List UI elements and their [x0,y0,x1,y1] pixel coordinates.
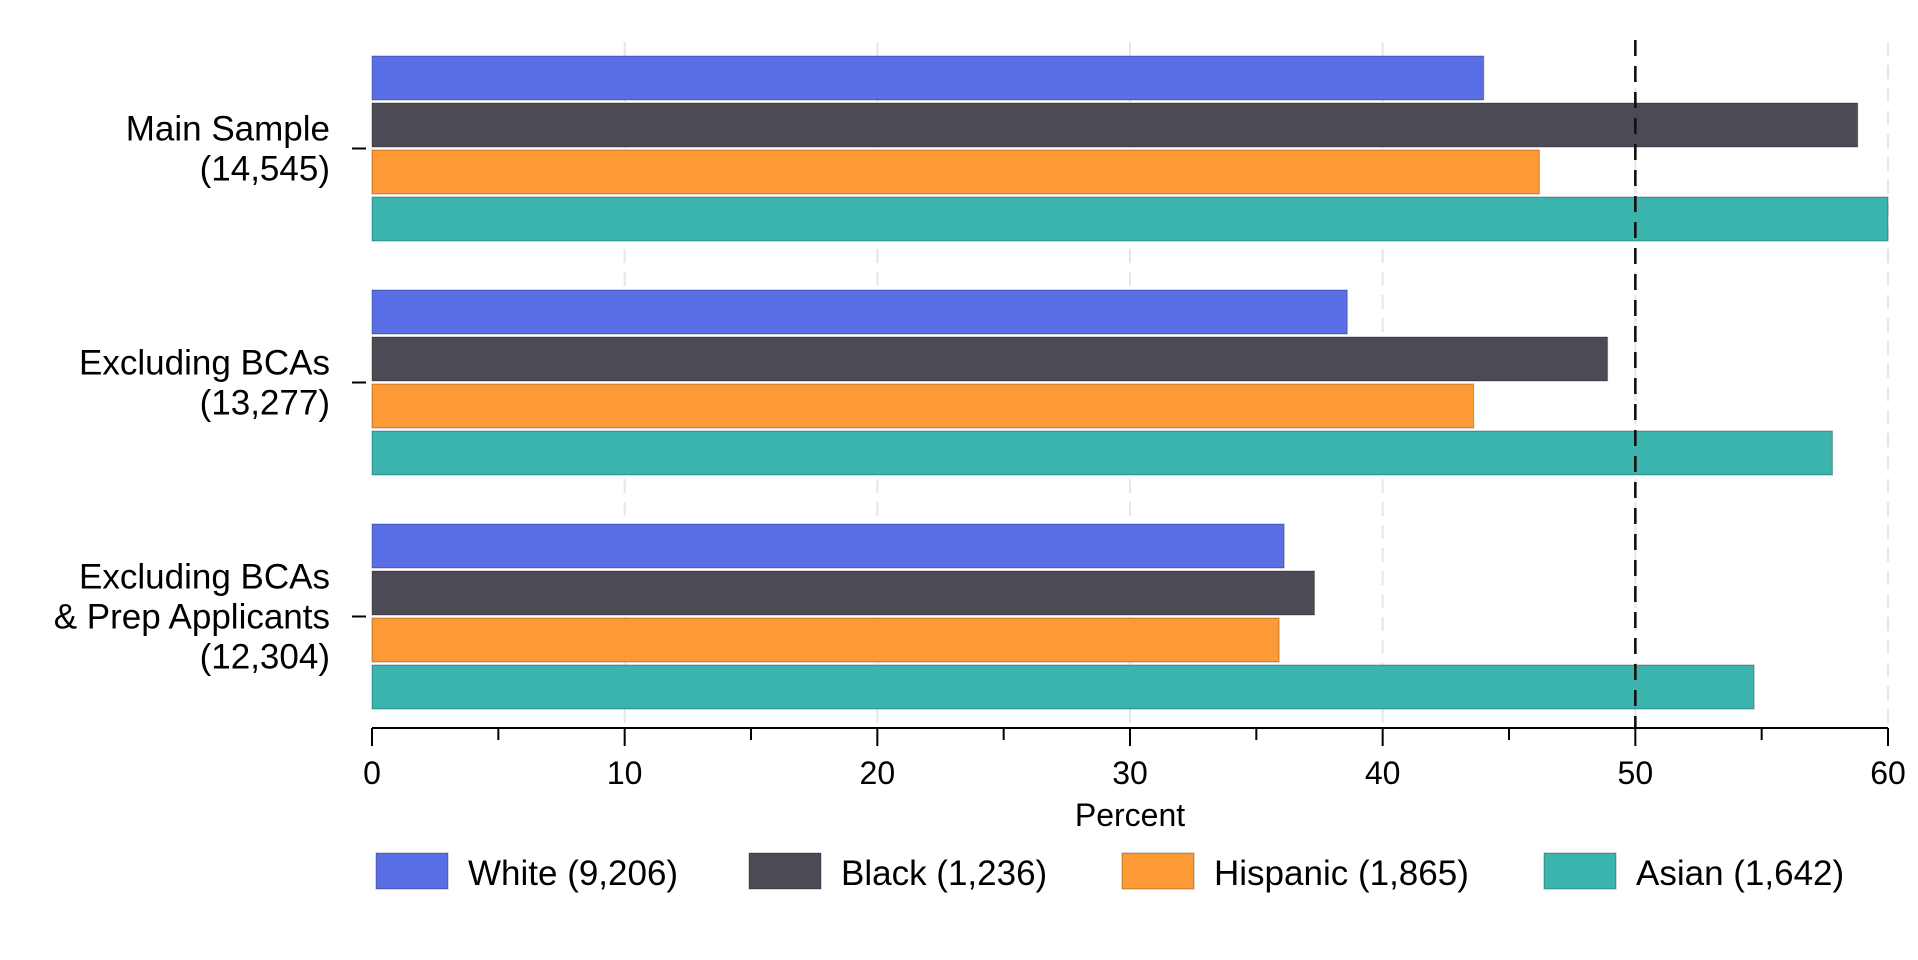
bar-3-3 [371,617,1280,663]
tick-label-30: 30 [1112,755,1148,791]
category-label-3-3: (12,304) [200,638,330,677]
x-axis: 0 10 20 30 40 50 60 [363,727,1906,791]
bar-2-3 [371,570,1316,616]
category-labels: Main Sample(14,545)Excluding BCAs(13,277… [54,110,366,677]
category-label-2-1: Excluding BCAs [79,344,330,383]
bar-2-2 [371,336,1609,382]
bar-4-3 [371,664,1755,710]
bar-4-1 [371,196,1889,242]
category-label-1-2: (14,545) [200,150,330,189]
tick-label-10: 10 [607,755,643,791]
tick-label-20: 20 [860,755,896,791]
legend-swatch-3 [1121,852,1195,890]
bar-4-2 [371,430,1834,476]
legend-label-1: White (9,206) [468,854,678,893]
legend-label-2: Black (1,236) [841,854,1047,893]
bar-1-2 [371,289,1348,335]
legend: White (9,206) Black (1,236) Hispanic (1,86… [375,852,1844,893]
bar-1-3 [371,523,1285,569]
legend-label-4: Asian (1,642) [1636,854,1844,893]
category-label-3-2: & Prep Applicants [54,598,330,637]
category-label-1-1: Main Sample [126,110,330,149]
tick-label-0: 0 [363,755,381,791]
bar-1-1 [371,55,1485,101]
bar-3-1 [371,149,1540,195]
x-axis-title: Percent [1075,797,1185,833]
bar-2-1 [371,102,1859,148]
legend-swatch-4 [1543,852,1617,890]
tick-label-50: 50 [1618,755,1654,791]
legend-label-3: Hispanic (1,865) [1214,854,1469,893]
legend-swatch-1 [375,852,449,890]
bar-3-2 [371,383,1475,429]
tick-label-60: 60 [1870,755,1906,791]
tick-label-40: 40 [1365,755,1401,791]
category-label-3-1: Excluding BCAs [79,558,330,597]
legend-swatch-2 [748,852,822,890]
category-label-2-2: (13,277) [200,384,330,423]
bars [371,55,1889,710]
